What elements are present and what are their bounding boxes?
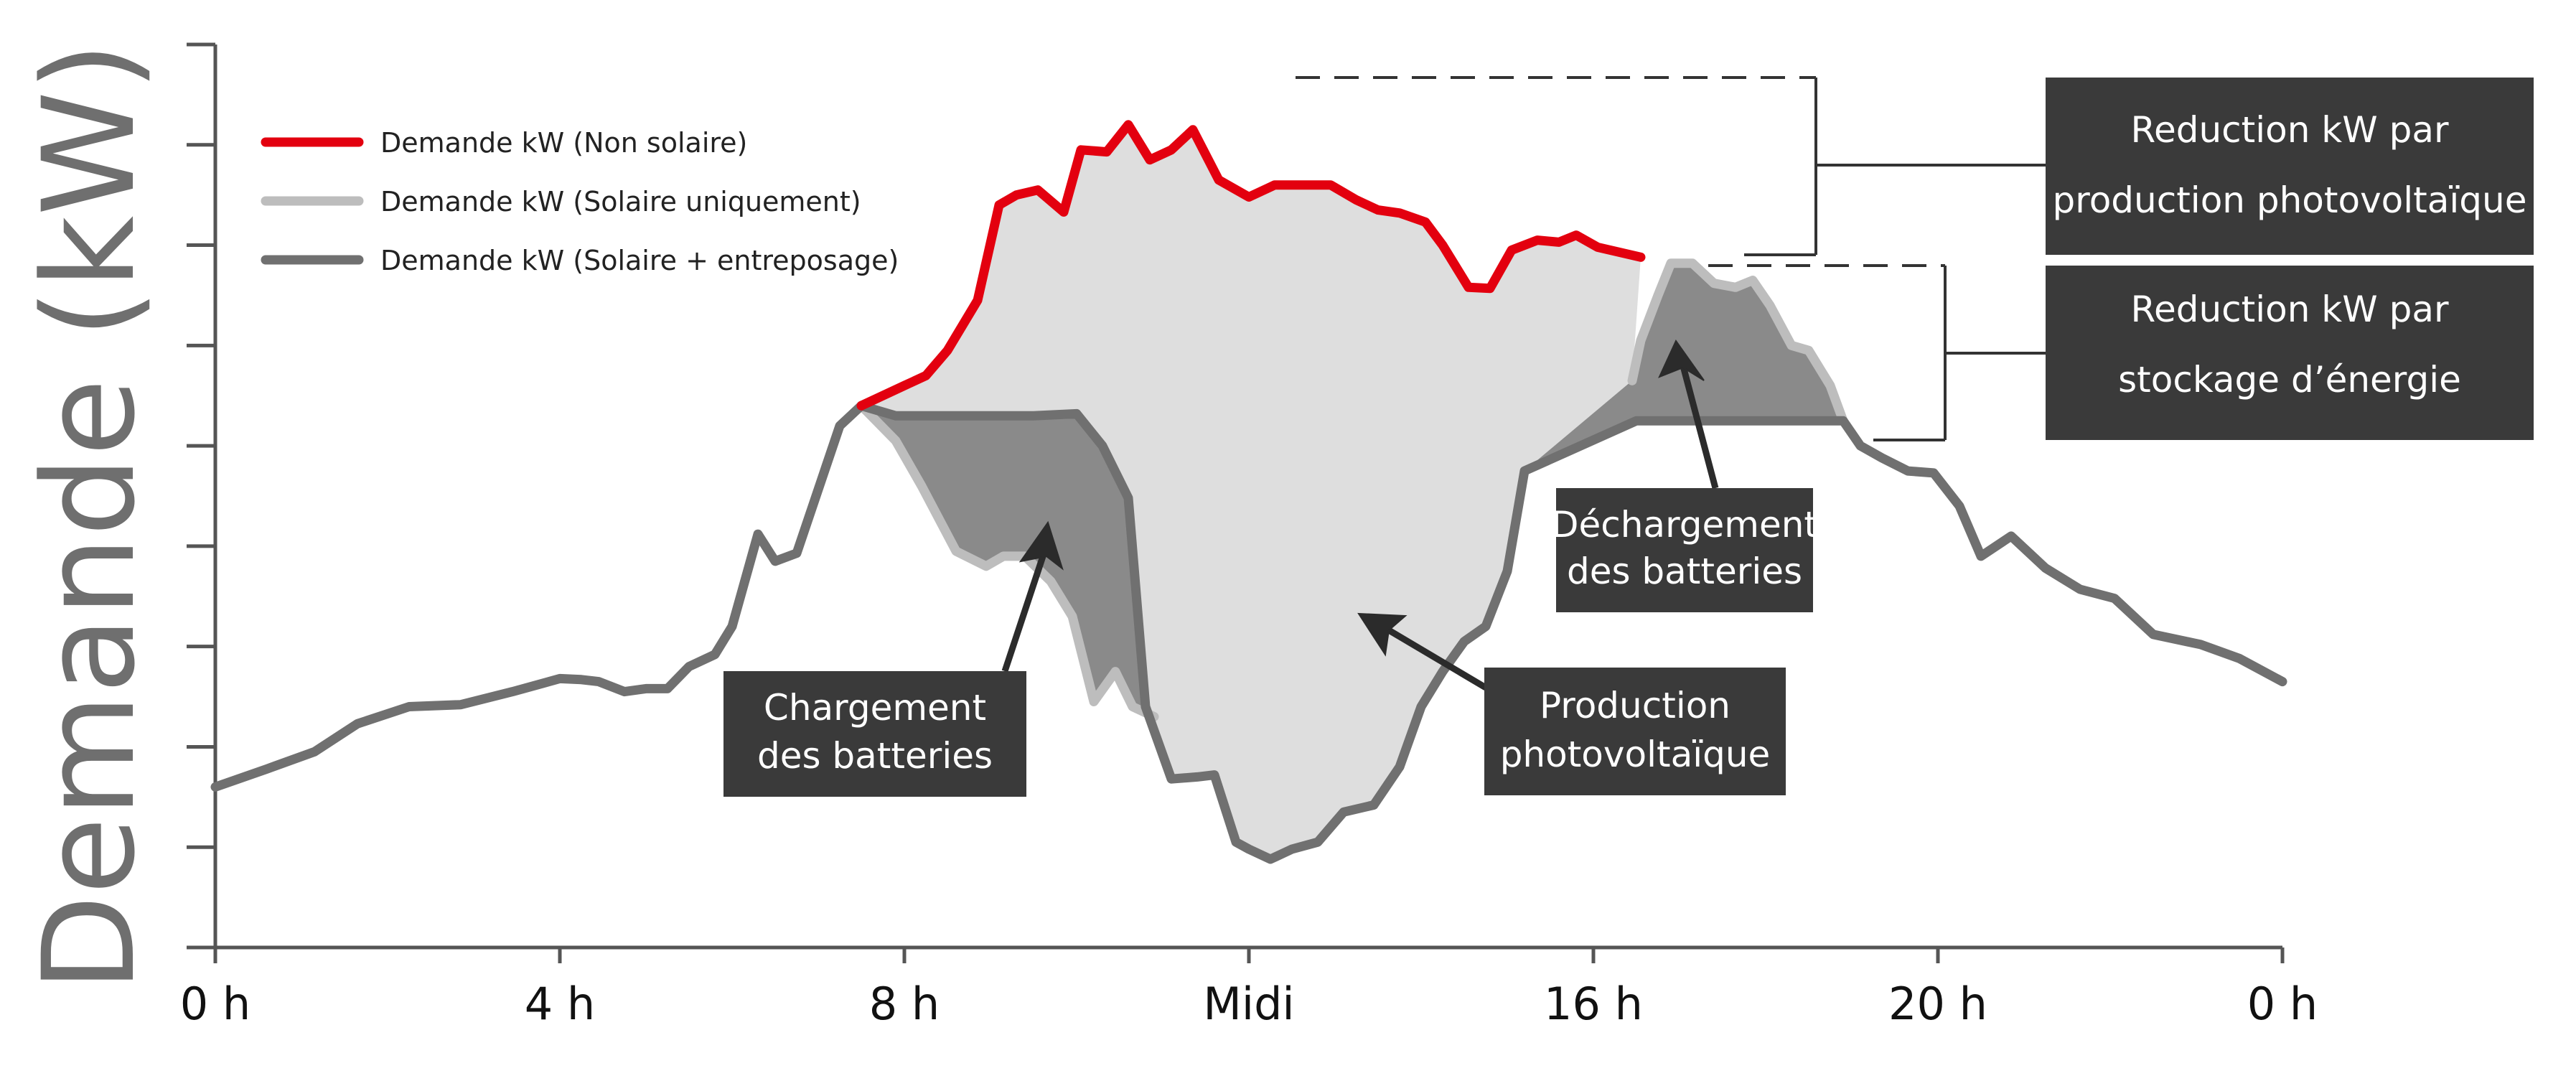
axes bbox=[187, 42, 2285, 963]
discharge-arrow-head bbox=[1658, 340, 1705, 381]
pv-production-area bbox=[861, 124, 1843, 860]
annotation-arrows bbox=[1001, 340, 1719, 691]
x-tick-label: Midi bbox=[1203, 978, 1294, 1030]
charge-annotation-bg bbox=[723, 671, 1026, 797]
charge-arrow-head bbox=[1018, 520, 1064, 571]
charge-arrow-shaft bbox=[1001, 544, 1050, 673]
x-tick-label: 0 h bbox=[180, 978, 250, 1030]
x-tick-labels: 0 h 4 h 8 h Midi 16 h 20 h 0 h bbox=[180, 978, 2318, 1030]
storage-reduction-box: Reduction kW par stockage d’énergie bbox=[2046, 266, 2534, 440]
pv-arrow-head bbox=[1357, 612, 1408, 657]
discharge-annotation-bg bbox=[1556, 488, 1813, 612]
x-tick-label: 4 h bbox=[525, 978, 595, 1030]
pv-reduction-box: Reduction kW par production photovoltaïq… bbox=[2046, 78, 2534, 255]
pv-arrow-shaft bbox=[1387, 627, 1488, 691]
y-axis-title: Demande (kW) bbox=[16, 42, 163, 992]
charge-annotation-line2: des batteries bbox=[757, 735, 993, 777]
discharge-annotation: Déchargement des batteries bbox=[1551, 488, 1818, 612]
x-tick-label: 8 h bbox=[869, 978, 940, 1030]
storage-reduction-box-bg bbox=[2046, 266, 2534, 440]
reduction-brackets bbox=[1296, 76, 2046, 441]
pv-annotation: Production photovoltaïque bbox=[1484, 668, 1786, 795]
x-tick-label: 20 h bbox=[1888, 978, 1987, 1030]
legend-label-solaire-uniquement: Demande kW (Solaire uniquement) bbox=[380, 186, 861, 217]
pv-reduction-box-bg bbox=[2046, 78, 2534, 255]
series-line-solaire_uniquement-afternoon bbox=[1627, 258, 1848, 426]
pv-reduction-line2: production photovoltaïque bbox=[2053, 179, 2527, 221]
charge-annotation: Chargement des batteries bbox=[723, 671, 1026, 797]
legend: Demande kW (Non solaire) Demande kW (Sol… bbox=[261, 127, 899, 276]
discharge-annotation-line2: des batteries bbox=[1567, 551, 1802, 592]
pv-annotation-line2: photovoltaïque bbox=[1500, 734, 1771, 775]
storage-reduction-line2: stockage d’énergie bbox=[2118, 359, 2461, 401]
pv-annotation-line1: Production bbox=[1540, 685, 1730, 726]
series-line-solaire_entreposage bbox=[210, 401, 2287, 864]
legend-label-non-solaire: Demande kW (Non solaire) bbox=[380, 127, 747, 159]
series-line-non_solaire bbox=[856, 120, 1646, 411]
pv-annotation-bg bbox=[1484, 668, 1786, 795]
x-tick-label: 0 h bbox=[2247, 978, 2318, 1030]
pv-reduction-line1: Reduction kW par bbox=[2130, 109, 2449, 151]
storage-reduction-line1: Reduction kW par bbox=[2130, 289, 2449, 330]
discharge-arrow-shaft bbox=[1680, 365, 1719, 490]
legend-label-solaire-entreposage: Demande kW (Solaire + entreposage) bbox=[380, 245, 899, 276]
discharge-annotation-line1: Déchargement bbox=[1551, 504, 1818, 546]
x-tick-label: 16 h bbox=[1544, 978, 1643, 1030]
charge-annotation-line1: Chargement bbox=[764, 687, 986, 729]
